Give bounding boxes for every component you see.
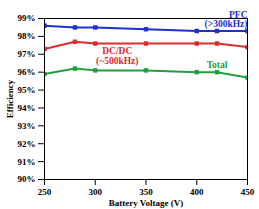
svg-text:300: 300 [89, 187, 103, 197]
svg-text:93%: 93% [18, 121, 36, 131]
svg-text:Efficiency: Efficiency [5, 79, 15, 118]
svg-text:450: 450 [241, 187, 255, 197]
svg-text:Total: Total [207, 60, 228, 70]
svg-text:250: 250 [38, 187, 52, 197]
svg-text:PFC(>300kHz): PFC(>300kHz) [205, 10, 248, 31]
svg-text:99%: 99% [18, 13, 36, 23]
svg-text:400: 400 [190, 187, 204, 197]
svg-text:98%: 98% [18, 31, 36, 41]
svg-text:90%: 90% [18, 174, 36, 184]
svg-text:350: 350 [139, 187, 153, 197]
svg-text:DC/DC(~500kHz): DC/DC(~500kHz) [96, 46, 138, 67]
svg-text:94%: 94% [18, 103, 36, 113]
svg-text:97%: 97% [18, 49, 36, 59]
svg-text:Battery Voltage (V): Battery Voltage (V) [109, 198, 183, 208]
svg-text:91%: 91% [18, 156, 36, 166]
svg-text:95%: 95% [18, 85, 36, 95]
svg-text:92%: 92% [18, 139, 36, 149]
svg-text:96%: 96% [18, 67, 36, 77]
